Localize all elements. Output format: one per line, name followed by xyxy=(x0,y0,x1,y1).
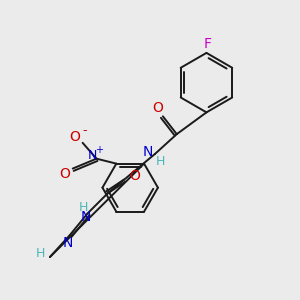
Text: +: + xyxy=(95,145,104,155)
Text: N: N xyxy=(63,236,73,250)
Text: -: - xyxy=(82,124,87,137)
Text: F: F xyxy=(203,37,211,51)
Text: O: O xyxy=(130,169,141,183)
Text: O: O xyxy=(69,130,80,144)
Text: N: N xyxy=(143,145,153,159)
Text: H: H xyxy=(35,247,45,260)
Text: O: O xyxy=(152,101,164,116)
Text: H: H xyxy=(79,201,88,214)
Text: N: N xyxy=(80,210,91,224)
Text: H: H xyxy=(156,155,166,168)
Text: O: O xyxy=(59,167,70,181)
Text: N: N xyxy=(88,149,97,162)
